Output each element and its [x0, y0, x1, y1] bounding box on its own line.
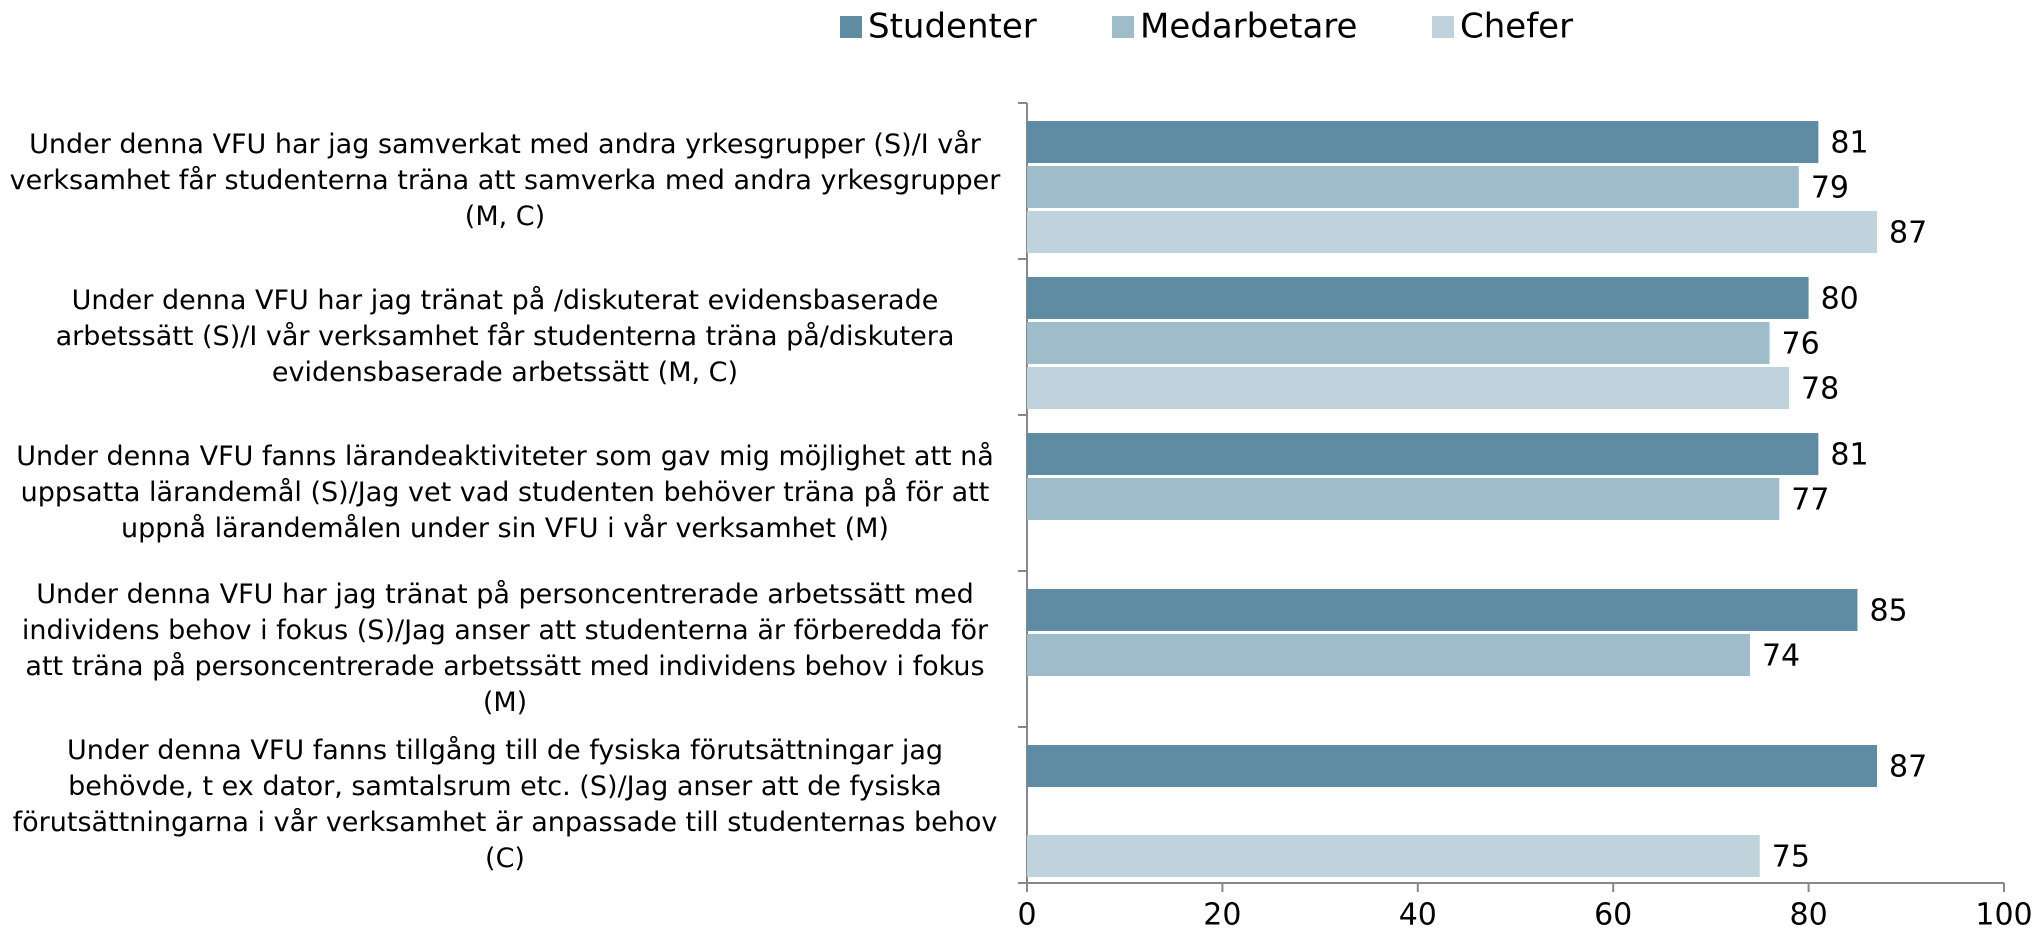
bar: [1027, 121, 1819, 163]
legend-label: Chefer: [1460, 7, 1573, 47]
value-label: 75: [1772, 840, 1810, 875]
x-tick-label: 40: [1399, 898, 1437, 933]
value-label: 87: [1889, 750, 1927, 785]
bar: [1027, 166, 1799, 208]
category-label: Under denna VFU har jag samverkat med an…: [9, 129, 1001, 232]
x-tick-label: 60: [1594, 898, 1632, 933]
bar: [1027, 835, 1760, 877]
x-tick-label: 100: [1975, 898, 2032, 933]
legend-swatch: [1112, 16, 1134, 38]
legend-label: Studenter: [868, 7, 1037, 47]
value-label: 81: [1830, 438, 1868, 473]
x-tick-label: 20: [1203, 898, 1241, 933]
bar: [1027, 634, 1750, 676]
bar: [1027, 367, 1790, 409]
legend-label: Medarbetare: [1140, 7, 1357, 47]
value-label: 81: [1830, 126, 1868, 161]
legend-swatch: [1432, 16, 1454, 38]
category-label: Under denna VFU fanns tillgång till de f…: [12, 735, 998, 874]
bar: [1027, 745, 1877, 787]
bar: [1027, 322, 1770, 364]
x-tick-label: 80: [1790, 898, 1828, 933]
legend-swatch: [840, 16, 862, 38]
bar: [1027, 478, 1780, 520]
value-label: 76: [1782, 327, 1820, 362]
category-label: Under denna VFU fanns lärandeaktiviteter…: [16, 441, 994, 544]
value-label: 87: [1889, 216, 1927, 251]
value-label: 85: [1869, 594, 1907, 629]
category-label: Under denna VFU har jag tränat på person…: [21, 579, 989, 718]
bar: [1027, 589, 1858, 631]
bar: [1027, 433, 1819, 475]
bar: [1027, 211, 1877, 253]
value-label: 74: [1762, 639, 1800, 674]
value-label: 77: [1791, 483, 1829, 518]
value-label: 80: [1821, 282, 1859, 317]
x-tick-label: 0: [1017, 898, 1036, 933]
bar: [1027, 277, 1809, 319]
category-label: Under denna VFU har jag tränat på /disku…: [55, 285, 955, 388]
value-label: 78: [1801, 372, 1839, 407]
value-label: 79: [1811, 171, 1849, 206]
